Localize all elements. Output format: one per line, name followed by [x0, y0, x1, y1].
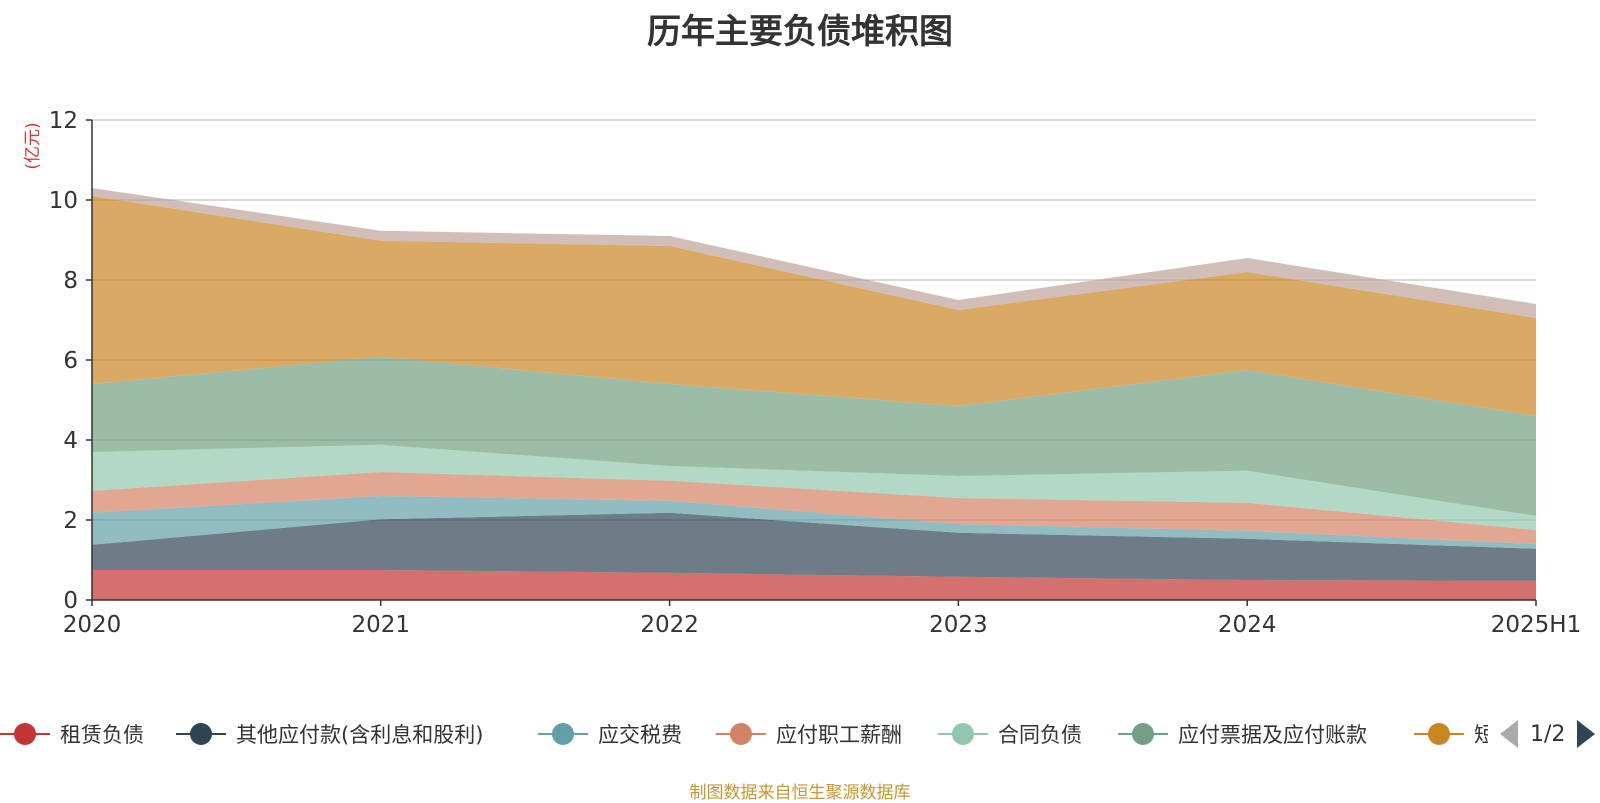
area-series-0: [92, 570, 1536, 600]
legend-item-payroll[interactable]: 应付职工薪酬: [716, 716, 902, 752]
x-tick-label: 2025H1: [1491, 612, 1581, 638]
legend-item-taxes[interactable]: 应交税费: [538, 716, 682, 752]
legend-label: 合同负债: [998, 723, 1082, 747]
area-series-3: [92, 472, 1536, 544]
legend-next-icon[interactable]: [1577, 720, 1596, 748]
y-tick-label: 4: [63, 428, 78, 454]
legend: 租赁负债 其他应付款(含利息和股利) 应交税费 应付职工薪酬 合同负债 应付票据…: [0, 716, 1488, 752]
area-series-1: [92, 512, 1536, 581]
area-series-6: [92, 196, 1536, 416]
x-tick-label: 2021: [352, 612, 411, 638]
legend-item-notes-accounts[interactable]: 应付票据及应付账款: [1118, 716, 1367, 752]
x-tick-label: 2022: [640, 612, 699, 638]
legend-label: 应交税费: [598, 723, 682, 747]
y-tick-label: 2: [63, 508, 78, 534]
y-tick-label: 10: [49, 188, 78, 214]
legend-item-contract[interactable]: 合同负债: [938, 716, 1082, 752]
legend-item-short-borrowing[interactable]: 短期借款: [1414, 716, 1488, 752]
x-tick-label: 2020: [63, 612, 122, 638]
legend-item-lease[interactable]: 租赁负债: [0, 716, 144, 752]
y-tick-label: 8: [63, 268, 78, 294]
y-axis-label: (亿元): [23, 122, 43, 169]
y-tick-label: 6: [63, 348, 78, 374]
legend-label: 应付职工薪酬: [776, 723, 902, 747]
legend-label: 短期借款: [1474, 723, 1488, 747]
legend-item-other-payables[interactable]: 其他应付款(含利息和股利): [176, 716, 483, 752]
legend-page-indicator: 1/2: [1530, 721, 1566, 747]
y-tick-label: 0: [63, 588, 78, 614]
area-series-4: [92, 444, 1536, 530]
legend-label: 租赁负债: [60, 723, 144, 747]
chart-title: 历年主要负债堆积图: [647, 12, 953, 52]
legend-pager: 1/2: [1500, 716, 1600, 752]
legend-label: 其他应付款(含利息和股利): [236, 723, 484, 747]
x-tick-label: 2024: [1218, 612, 1277, 638]
legend-prev-icon[interactable]: [1500, 720, 1518, 748]
x-tick-label: 2023: [929, 612, 988, 638]
source-note: 制图数据来自恒生聚源数据库: [689, 783, 911, 803]
area-series-5: [92, 356, 1536, 516]
legend-label: 应付票据及应付账款: [1178, 723, 1367, 747]
y-tick-label: 12: [49, 108, 78, 134]
area-series-2: [92, 496, 1536, 549]
